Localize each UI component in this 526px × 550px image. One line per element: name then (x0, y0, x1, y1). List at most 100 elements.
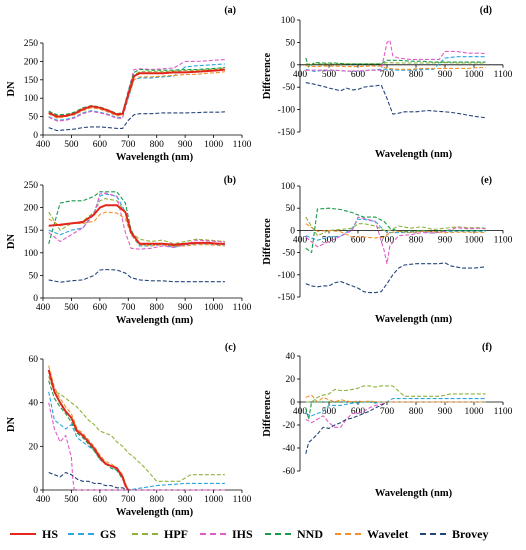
x-tick-label: 700 (121, 140, 136, 150)
series-line-wavelet (305, 223, 486, 239)
y-tick-label: 150 (24, 226, 39, 236)
x-tick-label: 1100 (494, 407, 513, 417)
series-line-nnd (305, 401, 486, 420)
y-tick-label: 250 (24, 181, 39, 191)
legend-label: Brovey (452, 526, 489, 541)
x-tick-label: 700 (121, 495, 136, 505)
series-line-brovey (305, 262, 486, 294)
series-line-hpf (305, 62, 486, 65)
x-tick-label: 900 (438, 70, 453, 80)
y-axis-title: DN (6, 81, 17, 97)
x-tick-label: 600 (351, 407, 366, 417)
series-line-brovey (305, 401, 388, 454)
x-tick-label: 600 (93, 303, 108, 313)
x-axis-title: Wavelength (nm) (116, 152, 194, 163)
y-tick-label: 100 (281, 182, 296, 192)
y-tick-label: -50 (282, 83, 295, 93)
legend-label: GS (100, 526, 117, 541)
x-tick-label: 700 (380, 407, 395, 417)
panel-c: 0 20 40 60 400 500 600 700 800 900 1000 1100 Wavelen… (6, 342, 252, 518)
y-tick-label: 0 (290, 61, 295, 71)
x-tick-label: 500 (322, 70, 337, 80)
y-tick-label: -150 (278, 128, 296, 138)
series-line-hs (47, 369, 130, 491)
x-tick-label: 700 (380, 235, 395, 245)
x-tick-label: 400 (293, 235, 308, 245)
x-tick-label: 1000 (465, 407, 484, 417)
series-line-hpf (305, 216, 486, 237)
x-tick-label: 800 (150, 303, 165, 313)
panel-label: (a) (224, 5, 236, 16)
x-tick-label: 500 (64, 303, 79, 313)
x-tick-label: 800 (150, 495, 165, 505)
x-tick-label: 1100 (233, 140, 252, 150)
panel-a: 0 50 100 150 200 250 400 500 600 700 800 900 1000 110… (6, 5, 252, 163)
y-axis-title: Difference (262, 52, 273, 99)
x-tick-label: 600 (351, 235, 366, 245)
y-tick-label: -20 (282, 421, 295, 431)
panel-d: -150 -100 -50 0 50 100 400 500 600 700 800 900 1000 1… (262, 5, 513, 160)
series-line-hpf (305, 385, 486, 403)
x-tick-label: 1100 (233, 303, 252, 313)
x-tick-label: 400 (36, 303, 51, 313)
x-tick-label: 900 (178, 303, 193, 313)
x-tick-label: 1000 (465, 235, 484, 245)
y-tick-label: 250 (24, 39, 39, 49)
panel-label: (e) (481, 175, 492, 186)
series-line-hs (48, 68, 226, 118)
y-tick-label: 20 (29, 442, 39, 452)
series-line-ihs (48, 402, 225, 491)
x-tick-label: 1000 (204, 303, 223, 313)
x-axis-title: Wavelength (nm) (116, 315, 194, 326)
series-line-wavelet (305, 65, 486, 70)
x-tick-label: 1100 (494, 70, 513, 80)
y-tick-label: 50 (286, 38, 296, 48)
legend-swatch (420, 533, 446, 535)
series-line-hs (48, 204, 225, 246)
y-axis-title: Difference (262, 218, 273, 265)
y-tick-label: 50 (286, 204, 296, 214)
series-line-nnd (48, 191, 225, 247)
y-tick-label: 20 (286, 375, 296, 385)
series-line-ihs (48, 192, 225, 250)
y-tick-label: -100 (278, 271, 296, 281)
y-tick-label: 100 (281, 16, 296, 26)
legend-item-hpf: HPF (132, 524, 188, 544)
x-tick-label: 700 (121, 303, 136, 313)
series-line-gs (305, 218, 486, 241)
x-tick-label: 500 (64, 495, 79, 505)
legend-swatch (265, 533, 291, 535)
series-line-ihs (305, 39, 486, 72)
y-tick-label: 50 (29, 113, 39, 123)
x-tick-label: 600 (93, 495, 108, 505)
panel-e: -150 -100 -50 0 50 100 400 500 600 700 800 900 1000 1… (262, 175, 513, 325)
x-tick-label: 700 (380, 70, 395, 80)
y-tick-label: 0 (290, 398, 295, 408)
panel-label: (f) (482, 342, 492, 353)
series-line-hpf (48, 198, 225, 245)
series-line-brovey (48, 471, 132, 491)
x-tick-label: 1000 (204, 495, 223, 505)
x-tick-label: 800 (409, 407, 424, 417)
x-tick-label: 800 (150, 140, 165, 150)
x-tick-label: 900 (178, 140, 193, 150)
legend-swatch (200, 533, 226, 535)
x-axis-title: Wavelength (nm) (375, 149, 453, 160)
y-tick-label: -50 (282, 249, 295, 259)
legend-label: IHS (232, 526, 253, 541)
legend-item-hs: HS (10, 524, 58, 544)
series-line-nnd (48, 380, 129, 491)
series-line-ihs (48, 59, 225, 122)
y-tick-label: 0 (33, 131, 38, 141)
y-tick-label: 0 (33, 486, 38, 496)
series-line-brovey (48, 268, 225, 283)
series-line-brovey (48, 111, 225, 132)
legend-item-gs: GS (68, 524, 116, 544)
legend-label: HS (42, 526, 59, 541)
y-tick-label: 40 (29, 399, 39, 409)
x-tick-label: 400 (36, 495, 51, 505)
series-line-wavelet (305, 394, 486, 403)
panel-label: (b) (224, 175, 236, 186)
legend: HS GS HPF IHS NND Wavelet Brovey (10, 524, 520, 544)
